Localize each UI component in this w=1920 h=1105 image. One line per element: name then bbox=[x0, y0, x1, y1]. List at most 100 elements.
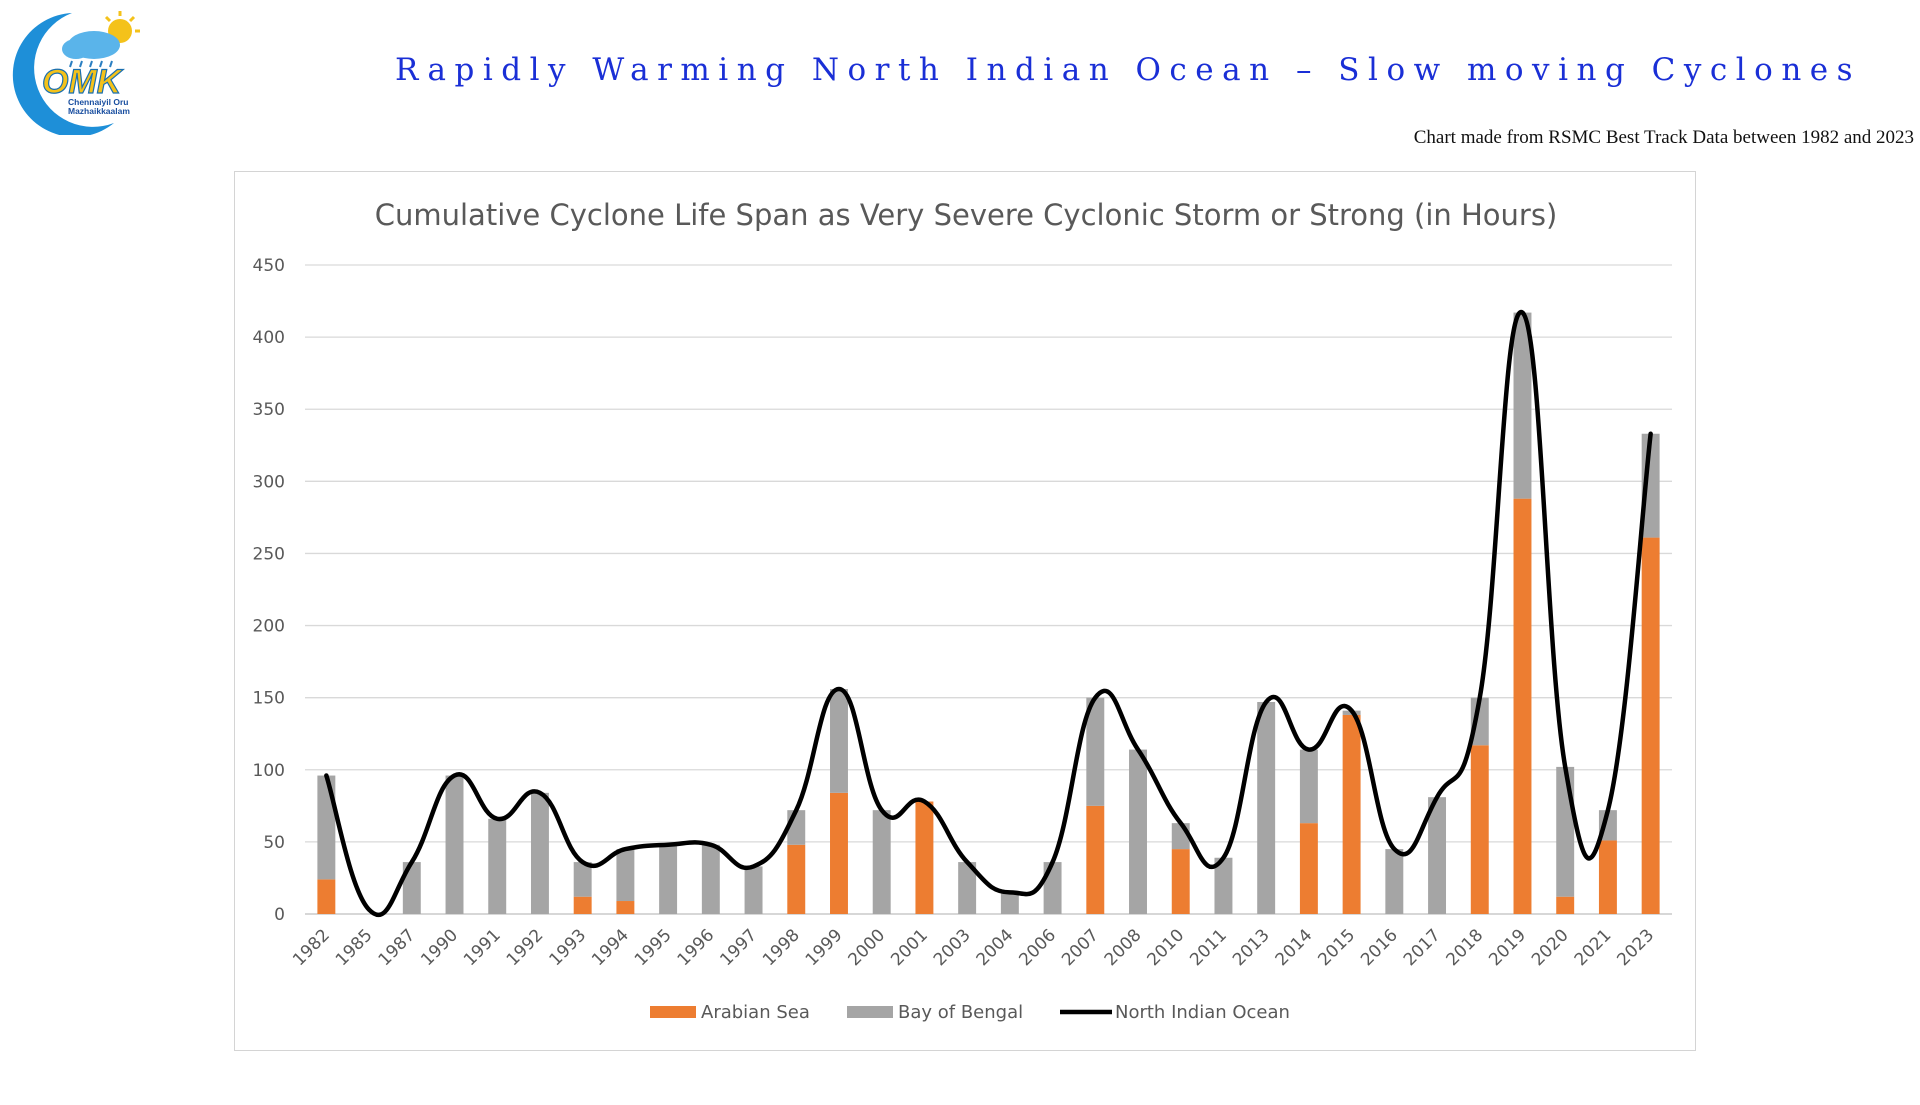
x-tick-label: 2011 bbox=[1186, 925, 1231, 970]
x-tick-label: 2016 bbox=[1357, 925, 1402, 970]
x-tick-label: 2019 bbox=[1485, 925, 1530, 970]
bars bbox=[317, 312, 1660, 914]
x-tick-label: 2006 bbox=[1015, 925, 1060, 970]
bar-bay-of-bengal bbox=[1214, 857, 1233, 914]
line-north-indian-ocean bbox=[324, 310, 1653, 918]
omk-logo: OMK Chennaiyil Oru Mazhaikkaalam bbox=[12, 11, 140, 135]
bar-bay-of-bengal bbox=[1299, 749, 1318, 824]
bar-arabian-sea bbox=[317, 879, 336, 914]
x-tick-label: 2010 bbox=[1144, 925, 1189, 970]
x-tick-label: 1999 bbox=[802, 925, 847, 970]
bar-arabian-sea bbox=[830, 792, 848, 914]
bar-bay-of-bengal bbox=[1428, 797, 1447, 914]
bar-bay-of-bengal bbox=[445, 775, 464, 914]
x-tick-label: 2008 bbox=[1101, 925, 1146, 970]
source-note: Chart made from RSMC Best Track Data bet… bbox=[1413, 127, 1914, 148]
legend-bay-of-bengal-swatch bbox=[847, 1006, 893, 1018]
x-tick-label: 2000 bbox=[845, 925, 890, 970]
bar-arabian-sea bbox=[787, 844, 806, 914]
page-headline: Rapidly Warming North Indian Ocean – Slo… bbox=[395, 52, 1862, 88]
legend-arabian-sea-swatch bbox=[650, 1006, 696, 1018]
x-tick-label: 1995 bbox=[631, 925, 676, 970]
bar-bay-of-bengal bbox=[488, 818, 507, 914]
legend-arabian-sea-label: Arabian Sea bbox=[701, 1002, 810, 1023]
logo-subtitle-line2: Mazhaikkaalam bbox=[68, 106, 130, 116]
x-tick-label: 2015 bbox=[1314, 925, 1359, 970]
bar-bay-of-bengal bbox=[958, 862, 977, 914]
bar-arabian-sea bbox=[1513, 498, 1532, 914]
x-tick-label: 2003 bbox=[930, 925, 975, 970]
x-tick-label: 1990 bbox=[417, 925, 462, 970]
bar-bay-of-bengal bbox=[573, 862, 592, 897]
bar-bay-of-bengal bbox=[1043, 862, 1062, 914]
y-tick-label: 50 bbox=[263, 833, 285, 853]
logo-subtitle-line1: Chennaiyil Oru bbox=[68, 97, 128, 107]
x-tick-label: 2017 bbox=[1400, 925, 1445, 970]
x-tick-label: 1987 bbox=[375, 925, 420, 970]
bar-arabian-sea bbox=[1556, 896, 1575, 914]
bar-arabian-sea bbox=[616, 901, 635, 914]
bar-arabian-sea bbox=[915, 801, 934, 914]
bar-bay-of-bengal bbox=[616, 849, 635, 902]
x-tick-label: 1982 bbox=[289, 925, 334, 970]
legend: Arabian Sea Bay of Bengal North Indian Oce… bbox=[650, 1002, 1290, 1023]
bar-arabian-sea bbox=[1470, 745, 1489, 914]
bar-bay-of-bengal bbox=[1470, 697, 1489, 746]
x-tick-label: 1992 bbox=[503, 925, 548, 970]
x-tick-label: 1985 bbox=[332, 925, 377, 970]
line-series bbox=[324, 310, 1653, 918]
bar-bay-of-bengal bbox=[1086, 697, 1105, 806]
bar-arabian-sea bbox=[1299, 823, 1318, 914]
x-tick-label: 1993 bbox=[545, 925, 590, 970]
bar-bay-of-bengal bbox=[1000, 892, 1019, 914]
bar-arabian-sea bbox=[1086, 805, 1105, 914]
bar-arabian-sea bbox=[1342, 714, 1361, 914]
y-tick-label: 400 bbox=[253, 328, 285, 348]
bar-bay-of-bengal bbox=[1257, 701, 1276, 914]
x-tick-label: 2023 bbox=[1613, 925, 1658, 970]
chart-title: Cumulative Cyclone Life Span as Very Sev… bbox=[375, 198, 1558, 232]
y-tick-label: 200 bbox=[253, 617, 285, 637]
legend-bay-of-bengal-label: Bay of Bengal bbox=[898, 1002, 1023, 1023]
x-tick-label: 2001 bbox=[887, 925, 932, 970]
bar-arabian-sea bbox=[573, 896, 592, 914]
bar-bay-of-bengal bbox=[402, 862, 421, 914]
x-tick-label: 1998 bbox=[759, 925, 804, 970]
bar-bay-of-bengal bbox=[1129, 749, 1147, 914]
x-tick-label: 1997 bbox=[716, 925, 761, 970]
y-tick-label: 100 bbox=[253, 761, 285, 781]
bar-bay-of-bengal bbox=[1513, 312, 1532, 499]
bar-bay-of-bengal bbox=[701, 844, 720, 914]
x-tick-label: 2014 bbox=[1272, 925, 1317, 970]
bar-bay-of-bengal bbox=[659, 844, 678, 914]
bar-bay-of-bengal bbox=[530, 792, 549, 914]
chart-container: Cumulative Cyclone Life Span as Very Sev… bbox=[234, 171, 1696, 1051]
bar-bay-of-bengal bbox=[744, 866, 763, 914]
y-tick-label: 250 bbox=[253, 544, 285, 564]
x-tick-label: 2021 bbox=[1571, 925, 1616, 970]
bar-bay-of-bengal bbox=[872, 810, 891, 914]
y-tick-label: 450 bbox=[253, 256, 285, 276]
y-tick-label: 300 bbox=[253, 472, 285, 492]
bar-arabian-sea bbox=[1641, 537, 1660, 914]
logo-wordmark: OMK bbox=[42, 63, 124, 101]
bar-bay-of-bengal bbox=[1556, 766, 1575, 897]
x-tick-label: 2020 bbox=[1528, 925, 1573, 970]
bar-arabian-sea bbox=[1598, 840, 1617, 914]
x-tick-label: 2007 bbox=[1058, 925, 1103, 970]
x-tick-label: 1994 bbox=[588, 925, 633, 970]
bar-arabian-sea bbox=[1171, 849, 1190, 914]
x-tick-label: 2018 bbox=[1443, 925, 1488, 970]
bar-bay-of-bengal bbox=[317, 775, 336, 880]
bar-bay-of-bengal bbox=[830, 689, 848, 793]
y-tick-label: 0 bbox=[274, 905, 285, 925]
x-tick-label: 1996 bbox=[674, 925, 719, 970]
x-tick-label: 2004 bbox=[973, 925, 1018, 970]
y-tick-label: 350 bbox=[253, 400, 285, 420]
cyclone-lifespan-chart: Cumulative Cyclone Life Span as Very Sev… bbox=[253, 198, 1672, 1023]
bar-bay-of-bengal bbox=[1385, 849, 1404, 914]
x-tick-label: 1991 bbox=[460, 925, 505, 970]
y-tick-label: 150 bbox=[253, 689, 285, 709]
crescent-moon-shape bbox=[12, 13, 114, 135]
x-tick-label: 2013 bbox=[1229, 925, 1274, 970]
